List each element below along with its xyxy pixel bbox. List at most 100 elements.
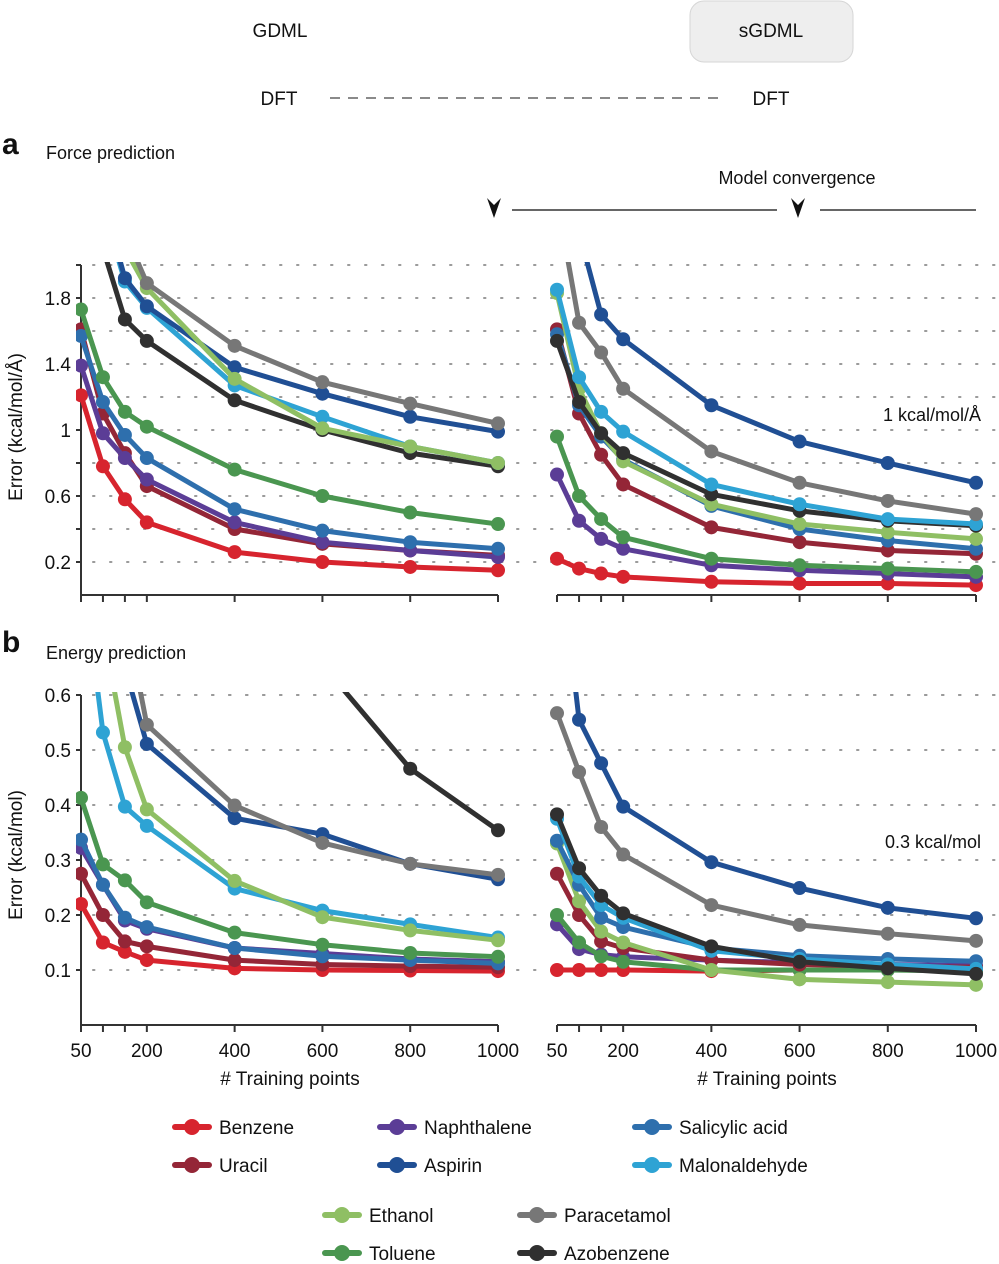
data-point-paracetamol xyxy=(880,926,895,941)
x-tick-label: 400 xyxy=(219,1041,251,1062)
legend-dot-marker-icon xyxy=(184,1119,200,1135)
y-tick-label: 0.6 xyxy=(45,487,71,508)
series-line-aspirin xyxy=(573,692,979,921)
force-ref-label: 1 kcal/mol/Å xyxy=(883,405,981,425)
data-point-aspirin xyxy=(969,911,983,926)
data-point-malonaldehyde xyxy=(594,404,609,419)
data-point-toluene xyxy=(491,517,505,532)
data-point-aspirin xyxy=(792,434,807,449)
legend-dot-marker-icon xyxy=(529,1207,545,1223)
data-point-azobenzene xyxy=(704,487,719,502)
legend-label: Azobenzene xyxy=(564,1244,670,1264)
data-point-paracetamol xyxy=(969,933,983,948)
dft-left-label: DFT xyxy=(261,89,298,110)
data-point-aspirin xyxy=(139,299,154,314)
data-point-naphthalene xyxy=(117,451,132,466)
data-point-uracil xyxy=(95,908,110,922)
data-point-ethanol xyxy=(315,910,330,925)
data-point-paracetamol xyxy=(969,507,983,522)
data-point-benzene xyxy=(594,566,609,581)
data-point-aspirin xyxy=(880,456,895,470)
data-point-benzene xyxy=(403,559,418,574)
y-tick-label: 0.2 xyxy=(45,906,71,927)
data-point-malonaldehyde xyxy=(315,409,330,424)
legend-label: Benzene xyxy=(219,1118,294,1139)
data-point-paracetamol xyxy=(315,375,330,390)
data-point-salicylic-acid xyxy=(403,535,418,550)
legend-item-naphthalene: Naphthalene xyxy=(377,1118,532,1139)
legend-item-aspirin: Aspirin xyxy=(377,1156,482,1177)
data-point-uracil xyxy=(550,866,564,881)
data-point-toluene xyxy=(969,564,983,579)
data-point-aspirin xyxy=(616,332,631,347)
series-line-ethanol xyxy=(112,692,501,943)
data-point-ethanol xyxy=(880,525,895,540)
data-point-paracetamol xyxy=(315,835,330,850)
data-point-benzene xyxy=(139,515,154,530)
energy-y-axis-label: Error (kcal/mol) xyxy=(6,790,27,920)
legend-dot-marker-icon xyxy=(389,1119,405,1135)
data-point-benzene xyxy=(117,944,132,959)
data-point-toluene xyxy=(550,429,564,444)
data-point-ethanol xyxy=(403,439,418,454)
data-point-paracetamol xyxy=(572,315,587,330)
legend-dot-marker-icon xyxy=(334,1207,350,1223)
data-point-benzene xyxy=(76,388,88,403)
legend-item-toluene: Toluene xyxy=(322,1244,436,1264)
arrowhead-sgdml-icon xyxy=(791,198,805,218)
legend-label: Naphthalene xyxy=(424,1118,532,1139)
model-convergence-label: Model convergence xyxy=(718,168,875,188)
legend: Benzene Naphthalene Salicylic acid Uracil As… xyxy=(172,1118,808,1264)
data-point-aspirin xyxy=(227,360,242,375)
energy-gdml-plot: 0.1 0.2 0.3 0.4 0.5 0.6 50 200 400 600 800 1000 xyxy=(45,686,520,1062)
legend-dot-marker-icon xyxy=(529,1245,545,1261)
series-layer xyxy=(550,262,983,593)
data-point-ethanol xyxy=(227,371,242,386)
legend-label: Malonaldehyde xyxy=(679,1156,808,1177)
data-point-toluene xyxy=(315,937,330,952)
header: GDML sGDML DFT DFT xyxy=(253,0,854,110)
data-point-salicylic-acid xyxy=(117,910,132,925)
data-point-ethanol xyxy=(880,975,895,990)
data-point-ethanol xyxy=(315,421,330,436)
series-line-aspirin xyxy=(584,262,979,486)
series-line-ethanol xyxy=(129,262,501,466)
legend-item-benzene: Benzene xyxy=(172,1118,294,1139)
y-tick-label: 1.4 xyxy=(45,355,72,376)
data-point-ethanol xyxy=(117,740,132,755)
series-layer xyxy=(550,692,983,992)
data-point-paracetamol xyxy=(550,706,564,721)
data-point-azobenzene xyxy=(550,807,564,822)
data-point-benzene xyxy=(594,963,609,977)
y-tick-label: 0.2 xyxy=(45,553,71,574)
data-point-aspirin xyxy=(616,799,631,814)
data-point-azobenzene xyxy=(227,393,242,408)
data-point-malonaldehyde xyxy=(792,497,807,512)
data-point-malonaldehyde xyxy=(139,818,154,833)
legend-item-paracetamol: Paracetamol xyxy=(517,1206,671,1227)
data-point-benzene xyxy=(76,897,88,911)
data-point-salicylic-acid xyxy=(491,541,505,556)
data-point-ethanol xyxy=(969,977,983,992)
data-point-ethanol xyxy=(969,531,983,546)
data-point-naphthalene xyxy=(76,358,88,373)
data-point-azobenzene xyxy=(616,446,631,461)
data-point-malonaldehyde xyxy=(616,424,631,439)
x-tick-label: 50 xyxy=(546,1041,567,1062)
legend-label: Aspirin xyxy=(424,1156,482,1177)
data-point-aspirin xyxy=(792,881,807,896)
legend-item-uracil: Uracil xyxy=(172,1156,268,1177)
data-point-uracil xyxy=(594,934,609,949)
energy-ref-label: 0.3 kcal/mol xyxy=(885,832,981,852)
legend-dot-marker-icon xyxy=(644,1119,660,1135)
x-tick-label: 1000 xyxy=(477,1041,519,1062)
data-point-toluene xyxy=(139,895,154,910)
data-point-aspirin xyxy=(117,271,132,286)
data-point-salicylic-acid xyxy=(315,949,330,964)
data-point-uracil xyxy=(76,866,88,881)
data-point-naphthalene xyxy=(139,472,154,487)
data-point-malonaldehyde xyxy=(704,477,719,492)
series-line-paracetamol xyxy=(135,262,501,426)
data-point-toluene xyxy=(572,935,587,950)
